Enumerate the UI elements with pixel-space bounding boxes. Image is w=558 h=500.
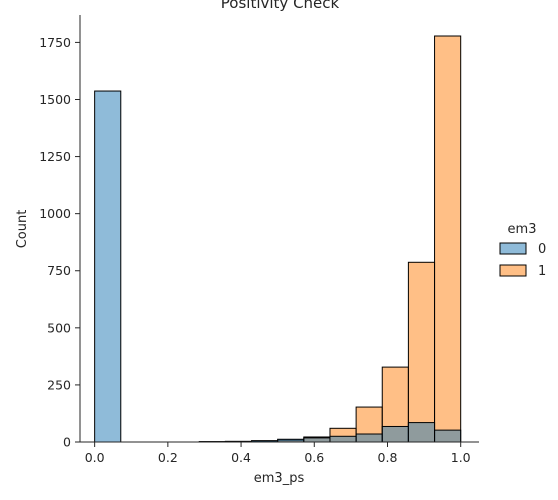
y-tick-label: 1000 <box>39 206 71 221</box>
legend-label-1: 1 <box>538 264 546 279</box>
y-tick-label: 250 <box>47 377 71 392</box>
x-axis-label: em3_ps <box>254 471 305 486</box>
bar-series-0-bin-9 <box>330 436 356 442</box>
y-axis-label: Count <box>15 210 30 249</box>
y-tick-label: 750 <box>47 263 71 278</box>
x-ticks-group: 0.0 0.2 0.4 0.6 0.8 1.0 <box>85 442 471 465</box>
bar-series-1-bin-12 <box>408 262 434 442</box>
y-tick-label: 0 <box>63 435 71 450</box>
bar-series-1-bin-13 <box>435 36 461 442</box>
y-tick-label: 1250 <box>39 149 71 164</box>
legend: em3 0 1 <box>500 222 546 279</box>
x-tick-label: 0.0 <box>85 450 105 465</box>
y-tick-label: 1500 <box>39 92 71 107</box>
x-tick-label: 0.8 <box>378 450 398 465</box>
bar-series-0-bin-12 <box>408 423 434 442</box>
legend-swatch-0 <box>500 243 526 254</box>
chart-title: Positivity Check <box>221 0 340 12</box>
y-tick-label: 500 <box>47 320 71 335</box>
x-tick-label: 0.6 <box>304 450 324 465</box>
x-tick-label: 0.4 <box>231 450 251 465</box>
legend-title: em3 <box>508 222 537 237</box>
legend-label-0: 0 <box>538 242 546 257</box>
bars-group <box>95 36 461 442</box>
legend-swatch-1 <box>500 265 526 276</box>
bar-series-0-bin-10 <box>356 434 382 442</box>
bar-series-0-bin-0 <box>95 91 121 442</box>
y-tick-label: 1750 <box>39 35 71 50</box>
x-tick-label: 0.2 <box>158 450 178 465</box>
bar-series-0-bin-13 <box>435 430 461 442</box>
bar-series-0-bin-8 <box>304 438 330 442</box>
y-ticks-group: 0 250 500 750 1000 1250 1500 1750 <box>39 35 80 450</box>
x-tick-label: 1.0 <box>451 450 471 465</box>
bar-series-0-bin-11 <box>382 426 408 442</box>
